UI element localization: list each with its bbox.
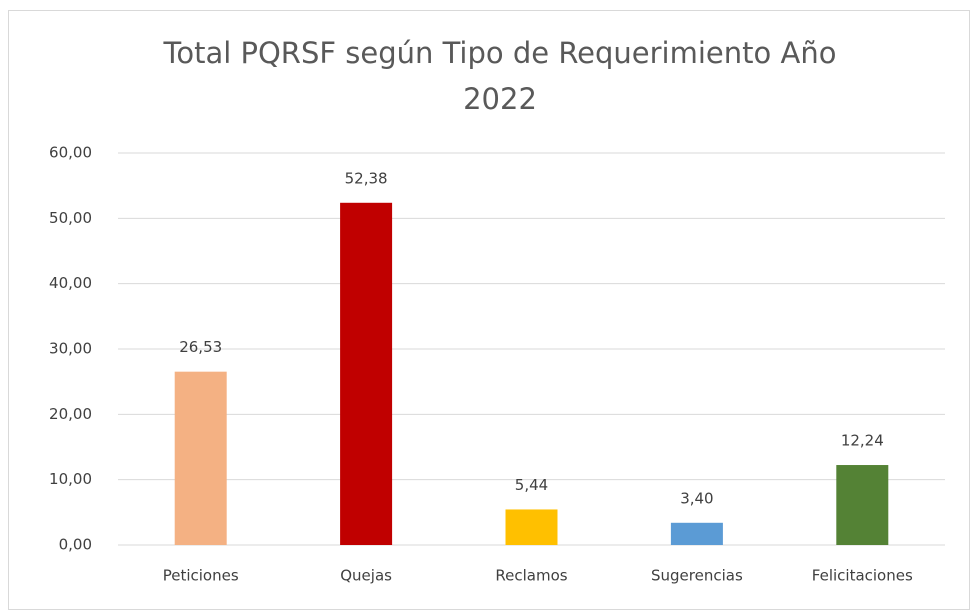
bar xyxy=(836,465,889,545)
bar xyxy=(174,371,227,545)
data-label: 26,53 xyxy=(179,338,222,356)
x-tick-label: Sugerencias xyxy=(651,567,743,585)
x-tick-label: Peticiones xyxy=(163,567,239,585)
y-tick-label: 30,00 xyxy=(49,340,92,358)
x-tick-label: Quejas xyxy=(340,567,392,585)
data-label: 52,38 xyxy=(345,169,388,187)
y-tick-label: 50,00 xyxy=(49,209,92,227)
data-label: 5,44 xyxy=(515,476,548,494)
bar xyxy=(340,202,393,545)
y-tick-label: 0,00 xyxy=(59,536,92,554)
chart-title: Total PQRSF según Tipo de Requerimiento … xyxy=(163,36,837,116)
data-label: 12,24 xyxy=(841,432,884,450)
y-tick-label: 40,00 xyxy=(49,274,92,292)
x-tick-label: Felicitaciones xyxy=(812,567,913,585)
y-tick-label: 60,00 xyxy=(49,144,92,162)
bar xyxy=(505,509,558,545)
data-label: 3,40 xyxy=(680,489,713,507)
x-tick-label: Reclamos xyxy=(495,567,567,585)
y-tick-label: 10,00 xyxy=(49,470,92,488)
bar xyxy=(670,522,723,545)
y-tick-label: 20,00 xyxy=(49,405,92,423)
